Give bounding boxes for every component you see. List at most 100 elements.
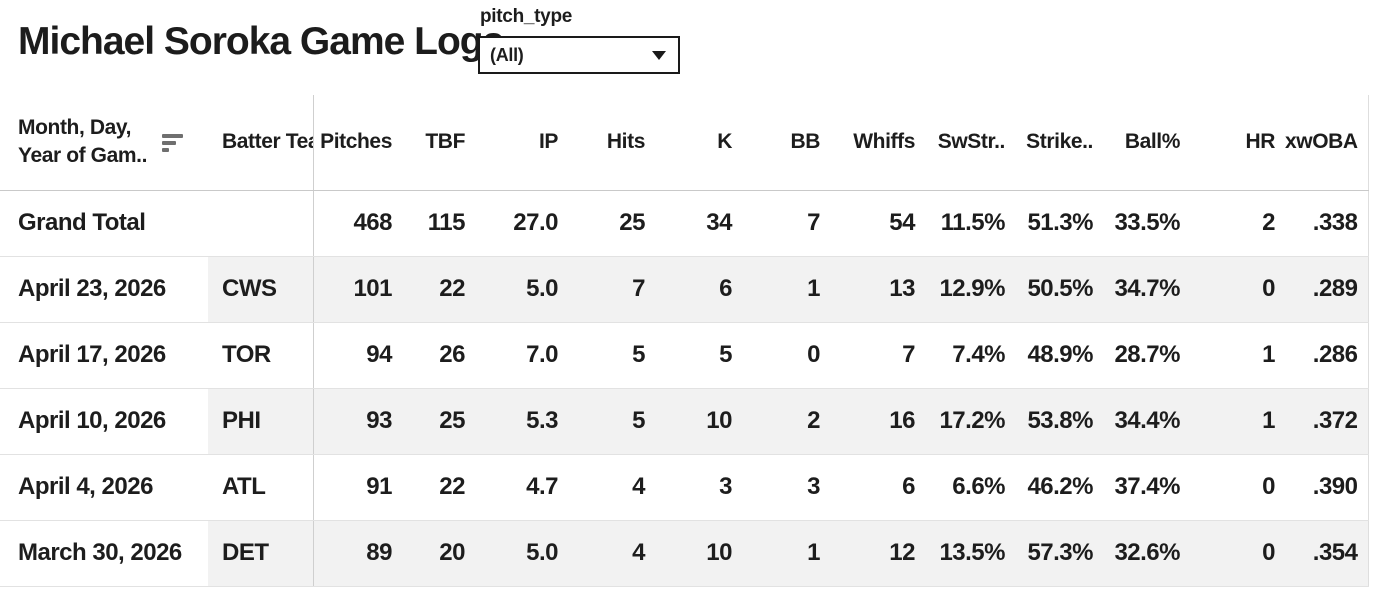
whiffs-cell: 7 — [830, 322, 925, 389]
date-cell: April 23, 2026 — [0, 256, 208, 323]
bb-cell: 0 — [742, 322, 830, 389]
swstr-cell: 6.6% — [925, 454, 1015, 521]
whiffs-cell: 13 — [830, 256, 925, 323]
column-header-hits[interactable]: Hits — [568, 95, 655, 191]
xwoba-cell: .289 — [1285, 256, 1369, 323]
bb-cell: 3 — [742, 454, 830, 521]
bb-cell: 1 — [742, 520, 830, 587]
ball-pct-cell: 33.5% — [1103, 190, 1190, 257]
table-row-grand-total: Grand Total 468 115 27.0 25 34 7 54 11.5… — [0, 190, 1369, 257]
hr-cell: 1 — [1190, 322, 1285, 389]
column-header-whiffs[interactable]: Whiffs — [830, 95, 925, 191]
strike-cell: 46.2% — [1015, 454, 1103, 521]
date-cell: March 30, 2026 — [0, 520, 208, 587]
ball-pct-cell: 28.7% — [1103, 322, 1190, 389]
pitch-type-dropdown[interactable]: (All) — [478, 36, 680, 74]
k-cell: 5 — [655, 322, 742, 389]
column-header-k[interactable]: K — [655, 95, 742, 191]
dropdown-caret-icon — [652, 50, 666, 60]
tbf-cell: 22 — [402, 454, 475, 521]
dropdown-selected-value: (All) — [490, 44, 524, 65]
xwoba-cell: .354 — [1285, 520, 1369, 587]
xwoba-cell: .286 — [1285, 322, 1369, 389]
ip-cell: 7.0 — [475, 322, 568, 389]
ball-pct-cell: 32.6% — [1103, 520, 1190, 587]
bb-cell: 2 — [742, 388, 830, 455]
k-cell: 34 — [655, 190, 742, 257]
table-row: April 10, 2026 PHI 93 25 5.3 5 10 2 16 1… — [0, 388, 1369, 455]
strike-cell: 48.9% — [1015, 322, 1103, 389]
xwoba-cell: .338 — [1285, 190, 1369, 257]
table-row: April 23, 2026 CWS 101 22 5.0 7 6 1 13 1… — [0, 256, 1369, 323]
table-row: March 30, 2026 DET 89 20 5.0 4 10 1 12 1… — [0, 520, 1369, 587]
swstr-cell: 12.9% — [925, 256, 1015, 323]
column-header-xwoba[interactable]: xwOBA — [1285, 95, 1369, 191]
team-cell: CWS — [208, 256, 314, 323]
ball-pct-cell: 37.4% — [1103, 454, 1190, 521]
whiffs-cell: 54 — [830, 190, 925, 257]
pitch-type-filter: pitch_type (All) — [478, 6, 680, 74]
ball-pct-cell: 34.4% — [1103, 388, 1190, 455]
whiffs-cell: 16 — [830, 388, 925, 455]
page-title: Michael Soroka Game Logs — [18, 20, 504, 63]
column-header-batter-team[interactable]: Batter Team — [208, 95, 314, 191]
hits-cell: 4 — [568, 520, 655, 587]
column-header-ball-pct[interactable]: Ball% — [1103, 95, 1190, 191]
strike-cell: 50.5% — [1015, 256, 1103, 323]
hits-cell: 5 — [568, 322, 655, 389]
xwoba-cell: .372 — [1285, 388, 1369, 455]
hr-cell: 2 — [1190, 190, 1285, 257]
team-cell: DET — [208, 520, 314, 587]
date-cell: April 4, 2026 — [0, 454, 208, 521]
column-header-hr[interactable]: HR — [1190, 95, 1285, 191]
pitches-cell: 89 — [313, 520, 402, 587]
filter-label: pitch_type — [480, 6, 573, 27]
hits-cell: 7 — [568, 256, 655, 323]
hits-cell: 5 — [568, 388, 655, 455]
tbf-cell: 25 — [402, 388, 475, 455]
k-cell: 10 — [655, 520, 742, 587]
strike-cell: 53.8% — [1015, 388, 1103, 455]
header-row: Month, Day, Year of Gam.. Batter Team Pi… — [0, 95, 1369, 191]
table-row: April 17, 2026 TOR 94 26 7.0 5 5 0 7 7.4… — [0, 322, 1369, 389]
whiffs-cell: 6 — [830, 454, 925, 521]
column-header-date[interactable]: Month, Day, Year of Gam.. — [0, 95, 208, 191]
date-cell: April 17, 2026 — [0, 322, 208, 389]
swstr-cell: 17.2% — [925, 388, 1015, 455]
pitches-cell: 94 — [313, 322, 402, 389]
table-row: April 4, 2026 ATL 91 22 4.7 4 3 3 6 6.6%… — [0, 454, 1369, 521]
column-header-strike[interactable]: Strike.. — [1015, 95, 1103, 191]
pitches-cell: 91 — [313, 454, 402, 521]
ip-cell: 5.3 — [475, 388, 568, 455]
column-header-swstr[interactable]: SwStr.. — [925, 95, 1015, 191]
column-header-ip[interactable]: IP — [475, 95, 568, 191]
date-cell: April 10, 2026 — [0, 388, 208, 455]
hr-cell: 0 — [1190, 454, 1285, 521]
k-cell: 3 — [655, 454, 742, 521]
ip-cell: 27.0 — [475, 190, 568, 257]
whiffs-cell: 12 — [830, 520, 925, 587]
sort-descending-icon[interactable] — [162, 134, 183, 153]
column-header-bb[interactable]: BB — [742, 95, 830, 191]
k-cell: 10 — [655, 388, 742, 455]
ip-cell: 5.0 — [475, 520, 568, 587]
team-cell: PHI — [208, 388, 314, 455]
row-label: Grand Total — [0, 190, 208, 257]
topbar: Michael Soroka Game Logs pitch_type (All… — [0, 0, 1380, 95]
tbf-cell: 20 — [402, 520, 475, 587]
swstr-cell: 7.4% — [925, 322, 1015, 389]
xwoba-cell: .390 — [1285, 454, 1369, 521]
tbf-cell: 22 — [402, 256, 475, 323]
hits-cell: 4 — [568, 454, 655, 521]
hr-cell: 1 — [1190, 388, 1285, 455]
ip-cell: 5.0 — [475, 256, 568, 323]
team-cell: ATL — [208, 454, 314, 521]
hits-cell: 25 — [568, 190, 655, 257]
column-header-pitches[interactable]: Pitches — [313, 95, 402, 191]
game-logs-table: Month, Day, Year of Gam.. Batter Team Pi… — [0, 95, 1369, 587]
hr-cell: 0 — [1190, 256, 1285, 323]
column-header-tbf[interactable]: TBF — [402, 95, 475, 191]
team-cell — [208, 190, 314, 257]
column-header-date-label: Month, Day, Year of Gam.. — [18, 115, 148, 168]
